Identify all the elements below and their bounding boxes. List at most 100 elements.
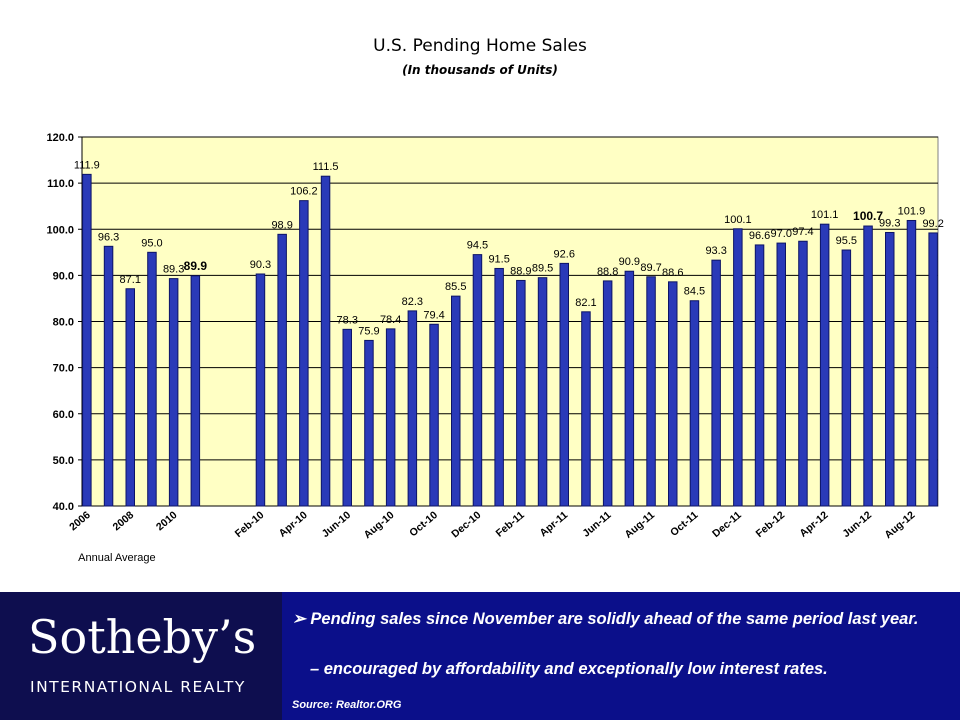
bar — [581, 311, 591, 507]
data-label: 111.5 — [313, 161, 339, 173]
x-tick-label: Jun-12 — [840, 509, 874, 540]
bar — [82, 173, 92, 507]
bar — [516, 279, 526, 507]
y-tick-label: 50.0 — [53, 455, 74, 467]
logo-wordmark: Sotheby’s — [28, 610, 257, 664]
data-label: 89.5 — [532, 263, 553, 275]
bar — [451, 295, 461, 507]
bar — [385, 328, 396, 507]
data-label: 95.0 — [141, 237, 162, 249]
bar — [776, 242, 786, 507]
data-label: 88.9 — [510, 265, 531, 277]
bar — [255, 273, 266, 507]
data-label: 97.0 — [771, 228, 792, 240]
y-tick-label: 80.0 — [53, 317, 74, 329]
bar — [928, 232, 938, 507]
bullet-marker-icon: ➢ — [292, 610, 306, 628]
bar — [299, 200, 309, 507]
x-tick-label: Jun-10 — [320, 509, 354, 540]
bar — [624, 270, 635, 507]
bar — [320, 175, 331, 507]
data-label: 97.4 — [792, 226, 813, 238]
data-label: 82.1 — [575, 297, 596, 309]
bar — [754, 244, 765, 507]
x-tick-label: Dec-11 — [710, 509, 744, 540]
bar — [798, 240, 808, 507]
x-tick-label: Feb-10 — [233, 509, 267, 540]
data-label: 88.6 — [662, 267, 683, 279]
data-label: 84.5 — [684, 286, 705, 298]
data-label: 111.9 — [74, 159, 100, 171]
data-label: 88.8 — [597, 266, 618, 278]
bar — [885, 231, 895, 507]
source-note: Source: Realtor.ORG — [292, 699, 402, 711]
bar — [689, 300, 700, 507]
data-label: 101.9 — [898, 205, 926, 217]
data-label: 75.9 — [358, 325, 379, 337]
x-tick-label: Jun-11 — [580, 509, 613, 540]
bar — [863, 225, 873, 507]
data-label: 90.3 — [250, 259, 271, 271]
data-label: 89.3 — [163, 264, 184, 276]
y-tick-label: 110.0 — [47, 178, 74, 190]
bullet-text: Pending sales since November are solidly… — [310, 610, 919, 628]
bar — [277, 233, 287, 507]
data-label: 82.3 — [402, 296, 423, 308]
bar — [407, 310, 418, 507]
bar — [733, 228, 743, 507]
bar — [559, 262, 569, 507]
chart-title: U.S. Pending Home Sales — [373, 36, 587, 56]
x-tick-label: Feb-11 — [494, 509, 527, 540]
y-tick-label: 100.0 — [46, 224, 74, 236]
data-label: 78.4 — [380, 314, 401, 326]
chart-subtitle: (In thousands of Units) — [402, 63, 558, 77]
x-tick-label: Apr-11 — [537, 509, 570, 539]
x-tick-label: Aug-10 — [362, 509, 397, 541]
bar — [646, 276, 656, 507]
y-tick-label: 120.0 — [46, 132, 74, 144]
x-tick-label: Aug-11 — [622, 509, 657, 541]
data-label: 96.6 — [749, 230, 770, 242]
bar — [819, 223, 830, 507]
x-tick-label: Oct-11 — [668, 509, 700, 539]
x-tick-label: 2010 — [154, 509, 180, 533]
x-tick-label: 2008 — [111, 509, 137, 533]
data-label: 91.5 — [488, 253, 509, 265]
data-label: 85.5 — [445, 281, 466, 293]
data-label: 100.7 — [853, 209, 883, 223]
data-label: 78.3 — [337, 314, 358, 326]
bar — [125, 288, 135, 507]
bar — [668, 281, 678, 507]
data-label: 87.1 — [120, 274, 141, 286]
data-label: 98.9 — [271, 219, 292, 231]
bar — [103, 245, 114, 507]
bar — [494, 267, 504, 507]
bar — [841, 249, 852, 507]
logo-tagline: INTERNATIONAL REALTY — [30, 678, 246, 696]
footer-banner: Sotheby’s INTERNATIONAL REALTY ➢ Pending… — [0, 592, 960, 720]
data-label: 96.3 — [98, 231, 119, 243]
bar — [147, 251, 157, 507]
bar — [168, 278, 179, 507]
data-label: 95.5 — [836, 235, 857, 247]
data-label: 99.3 — [879, 217, 900, 229]
data-label: 90.9 — [619, 256, 640, 268]
y-tick-label: 70.0 — [53, 363, 74, 375]
sub-bullet: – encouraged by affordability and except… — [310, 660, 828, 678]
x-tick-label: Apr-12 — [797, 509, 830, 540]
data-label: 89.9 — [184, 259, 208, 273]
x-tick-label: Feb-12 — [754, 509, 788, 540]
x-tick-label: Oct-10 — [407, 509, 440, 539]
chart-area: 40.0 50.0 60.0 70.0 80.0 90.0 100.0 110.0 120.0 1… — [46, 132, 943, 564]
bar — [190, 275, 201, 507]
data-label: 94.5 — [467, 240, 488, 252]
data-label: 89.7 — [640, 262, 661, 274]
y-tick-label: 60.0 — [53, 409, 74, 421]
x-tick-label: Aug-12 — [882, 509, 917, 541]
bar — [711, 259, 721, 507]
annual-average-label: Annual Average — [78, 552, 155, 564]
data-label: 106.2 — [290, 186, 318, 198]
brand-logo: Sotheby’s INTERNATIONAL REALTY — [0, 592, 282, 720]
data-label: 100.1 — [724, 214, 752, 226]
bullet-point: ➢ Pending sales since November are solid… — [292, 608, 932, 630]
